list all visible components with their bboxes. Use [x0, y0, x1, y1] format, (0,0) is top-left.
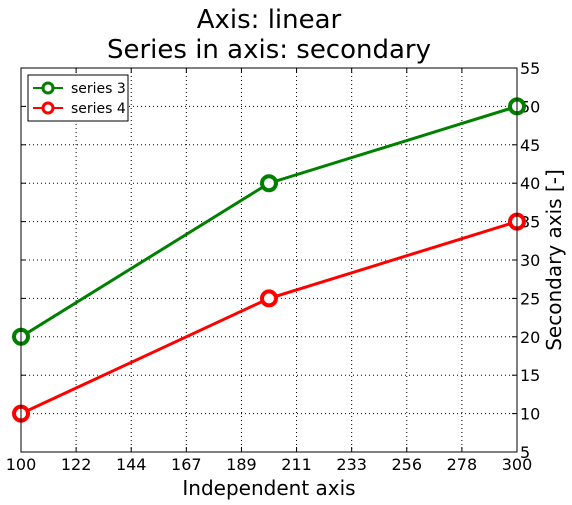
- x-tick-label: 211: [281, 455, 312, 474]
- data-point: [260, 289, 278, 308]
- x-tick-label: 256: [392, 455, 423, 474]
- y-tick-label: 15: [520, 366, 540, 385]
- y-tick-label: 20: [520, 328, 540, 347]
- legend-label: series 3: [71, 81, 126, 97]
- y-tick-label: 40: [520, 174, 540, 193]
- y-tick-label: 35: [520, 213, 540, 232]
- legend: series 3 series 4: [27, 74, 129, 122]
- y-axis-label: Secondary axis [-]: [542, 169, 566, 351]
- y-tick-label: 10: [520, 405, 540, 424]
- y-tick-label: 5: [520, 443, 530, 462]
- grid-lines: [21, 68, 517, 452]
- data-point: [260, 174, 278, 193]
- x-tick-label: 189: [226, 455, 257, 474]
- y-tick-label: 50: [520, 97, 540, 116]
- x-tick-label: 100: [6, 455, 37, 474]
- series-lines: [12, 97, 526, 423]
- y-tick-label: 55: [520, 59, 540, 78]
- x-tick-label: 144: [116, 455, 147, 474]
- series-line: [20, 220, 518, 415]
- chart-title-line-1: Axis: linear: [197, 5, 342, 35]
- plot-frame: [20, 67, 518, 453]
- legend-marker: [41, 81, 55, 95]
- y-tick-label: 25: [520, 289, 540, 308]
- y-tick-label: 45: [520, 136, 540, 155]
- legend-marker: [41, 101, 55, 115]
- x-tick-label: 278: [447, 455, 478, 474]
- x-tick-label: 122: [61, 455, 92, 474]
- x-tick-label: 167: [171, 455, 202, 474]
- x-tick-label: 300: [502, 455, 533, 474]
- x-tick-label: 233: [336, 455, 367, 474]
- y-tick-label: 30: [520, 251, 540, 270]
- chart-title-line-2: Series in axis: secondary: [107, 35, 431, 65]
- legend-label: series 4: [71, 101, 126, 117]
- x-axis-label: Independent axis: [182, 476, 355, 500]
